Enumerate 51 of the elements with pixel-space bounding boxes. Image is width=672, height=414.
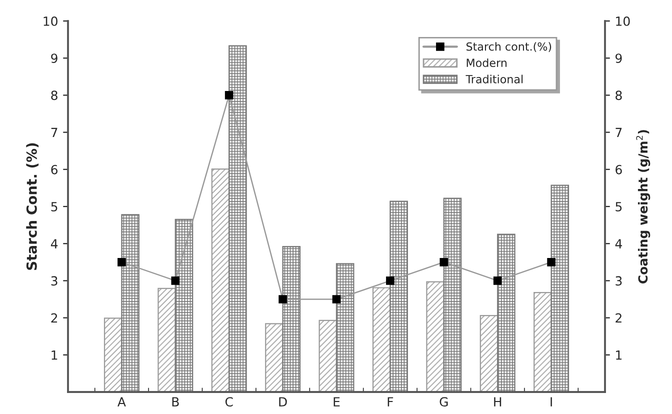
legend-label: Traditional bbox=[466, 74, 523, 84]
y2-tick-label: 3 bbox=[616, 276, 622, 286]
y-tick-label: 3 bbox=[51, 276, 58, 286]
y-tick-label: 5 bbox=[51, 202, 58, 212]
y-tick-label: 6 bbox=[51, 164, 58, 174]
bar bbox=[318, 320, 338, 392]
bar bbox=[174, 218, 194, 392]
x-tick-label: H bbox=[494, 397, 502, 406]
y2-tick-label: 1 bbox=[616, 350, 622, 360]
bar bbox=[550, 184, 570, 392]
y-tick-label: 4 bbox=[50, 239, 58, 248]
x-tick-label: G bbox=[440, 397, 448, 407]
y2-tick-label: 6 bbox=[616, 164, 622, 174]
bar bbox=[390, 200, 408, 392]
bar bbox=[534, 292, 552, 392]
y-tick-label: 2 bbox=[51, 313, 58, 323]
bar bbox=[497, 234, 516, 392]
x-tick-label: D bbox=[279, 397, 287, 406]
x-tick-label: B bbox=[172, 397, 179, 406]
x-tick-label: A bbox=[118, 397, 126, 406]
bar bbox=[104, 318, 122, 392]
y2-tick-label: 7 bbox=[616, 128, 622, 138]
bar bbox=[443, 198, 462, 392]
legend-label: Modern bbox=[466, 58, 507, 68]
bar bbox=[336, 263, 354, 392]
bar bbox=[211, 168, 230, 392]
y2-tick-label: 5 bbox=[616, 202, 622, 212]
y2-tick-label: 9 bbox=[616, 54, 622, 64]
y2-tick-label: 2 bbox=[616, 313, 622, 323]
y-tick-label: 9 bbox=[51, 54, 58, 64]
x-tick-label: E bbox=[334, 397, 340, 406]
x-tick-label: F bbox=[388, 397, 394, 406]
bar bbox=[480, 315, 498, 392]
y-tick-label: 10 bbox=[44, 16, 58, 26]
y2-tick-label: 10 bbox=[616, 16, 630, 26]
y-axis-title: Starch Cont. (%) bbox=[26, 143, 39, 270]
bar bbox=[228, 45, 247, 392]
bar bbox=[282, 246, 301, 392]
y2-tick-label: 4 bbox=[615, 239, 622, 248]
y-tick-label: 1 bbox=[52, 350, 58, 360]
legend-label: Starch cont.(%) bbox=[466, 42, 552, 52]
x-tick-label: C bbox=[225, 397, 233, 407]
x-tick-label: I bbox=[550, 397, 552, 406]
bar bbox=[265, 323, 284, 392]
y2-axis-title: Coating weight (g/m$^{2}$) bbox=[636, 130, 650, 284]
y-tick-label: 8 bbox=[51, 90, 58, 100]
bar bbox=[121, 214, 140, 392]
y-tick-label: 7 bbox=[51, 128, 58, 138]
y2-tick-label: 8 bbox=[616, 90, 622, 100]
bar bbox=[158, 288, 176, 392]
bar bbox=[426, 281, 444, 392]
